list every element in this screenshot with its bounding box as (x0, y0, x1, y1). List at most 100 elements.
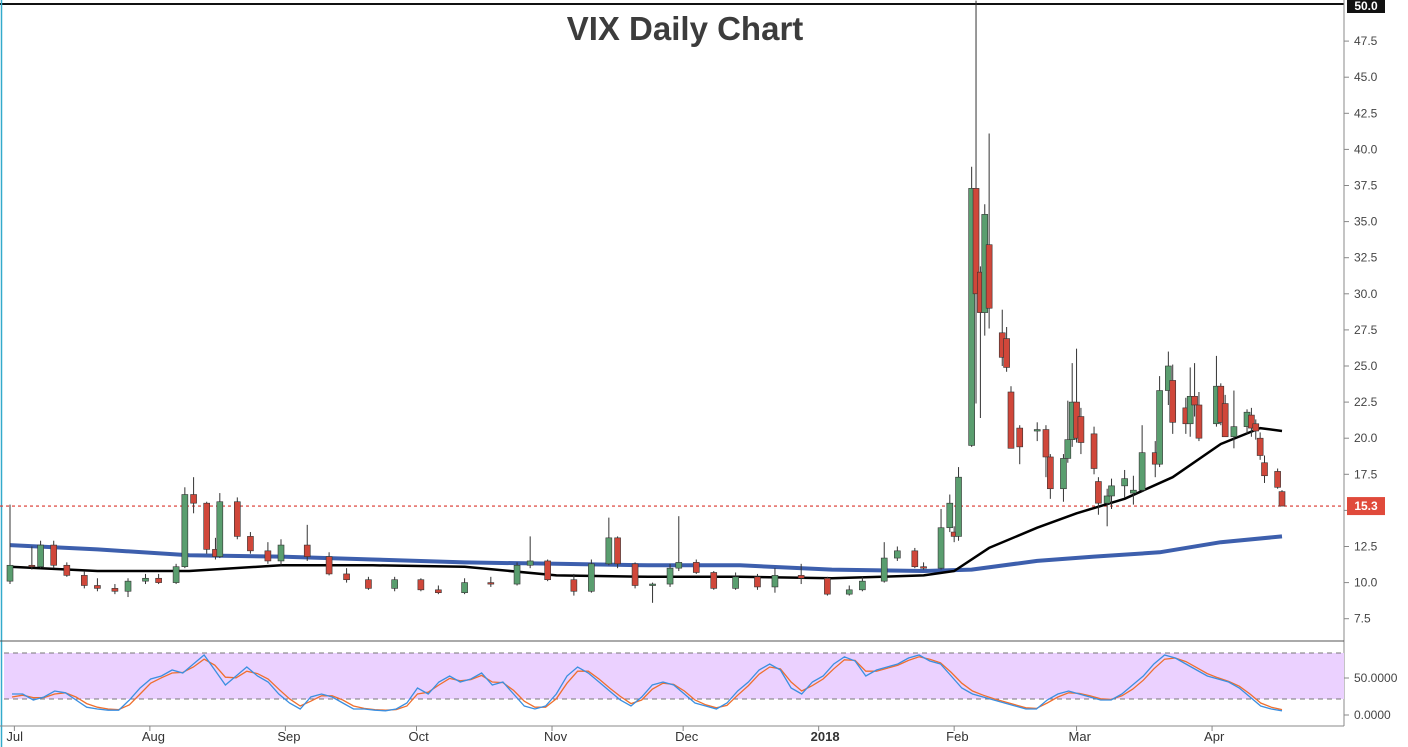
candle (1095, 477, 1102, 515)
candle (771, 568, 779, 593)
candle-body-up (732, 576, 739, 589)
top-price-badge-label: 50.0 (1354, 0, 1378, 13)
candle-body-down (365, 579, 372, 589)
candle (588, 559, 595, 593)
candle (631, 562, 639, 589)
candle (1195, 391, 1203, 442)
candle (1165, 351, 1172, 405)
candle (63, 562, 71, 577)
candlestick-layer (6, 0, 1286, 603)
candle-body-down (1003, 338, 1010, 368)
candle-body-down (1090, 433, 1098, 469)
candle-body-up (513, 564, 521, 585)
candle (570, 573, 578, 596)
price-tick-label: 7.5 (1354, 612, 1371, 626)
candle (37, 540, 44, 569)
candle-body-down (1261, 462, 1268, 477)
long-moving-average-line (9, 534, 1283, 573)
candle (1042, 425, 1050, 478)
candle-body-up (968, 188, 975, 446)
time-tick-label: Mar (1069, 729, 1092, 744)
candle-body-down (797, 575, 805, 579)
candle-body-down (1221, 403, 1229, 438)
candle-body-up (894, 550, 901, 559)
candle (732, 572, 739, 590)
candle (946, 494, 954, 533)
price-tick-label: 27.5 (1354, 323, 1378, 337)
price-tick-label: 30.0 (1354, 287, 1378, 301)
candle-body-down (190, 494, 197, 504)
candle (911, 547, 919, 569)
short-moving-average-line (9, 426, 1283, 580)
candle (325, 552, 333, 576)
candle (797, 563, 805, 585)
candle-body-down (1248, 414, 1255, 429)
candle (1121, 469, 1128, 498)
candle-body-up (391, 579, 398, 589)
candle (544, 559, 551, 582)
candle (754, 573, 761, 590)
candle-body-up (946, 502, 954, 529)
candle-body-down (28, 564, 36, 568)
candle-body-down (247, 536, 254, 552)
candle-body-up (666, 567, 674, 585)
candle (1007, 386, 1015, 449)
candle (111, 584, 119, 595)
price-tick-label: 35.0 (1354, 215, 1378, 229)
candle (247, 532, 254, 554)
candle (6, 504, 14, 585)
candle (649, 582, 656, 603)
time-tick-label: Sep (277, 729, 300, 744)
candle (124, 578, 132, 598)
candle (526, 536, 534, 569)
candle-body-down (303, 544, 311, 557)
candle-body-up (605, 537, 613, 565)
candle-body-down (81, 575, 88, 586)
candle (487, 576, 495, 587)
candle-body-down (417, 579, 425, 591)
candle-body-up (277, 544, 285, 562)
candle-body-down (1077, 416, 1085, 443)
candle (142, 573, 149, 585)
candle-body-down (544, 560, 551, 581)
oscillator-slow-line (11, 656, 1283, 711)
candle-body-down (203, 502, 211, 550)
candle (920, 562, 927, 570)
candle (365, 576, 372, 590)
candle (50, 540, 58, 569)
candle-body-up (1060, 458, 1067, 490)
candle (264, 542, 272, 564)
candle (845, 585, 853, 596)
time-tick-label: Dec (675, 729, 699, 744)
oscillator-tick-label: 50.0000 (1354, 671, 1398, 685)
axis-layer: 7.510.012.515.017.520.022.525.027.530.03… (6, 0, 1385, 744)
candle (666, 563, 674, 587)
candle-body-down (1252, 423, 1260, 432)
candle (1256, 432, 1264, 460)
candle (972, 0, 980, 404)
candle-body-up (6, 564, 14, 582)
candle-body-down (754, 576, 761, 588)
price-tick-label: 22.5 (1354, 395, 1378, 409)
price-tick-label: 40.0 (1354, 142, 1378, 156)
candle-body-up (37, 544, 44, 568)
candle-body-up (1130, 489, 1137, 494)
candle (1103, 488, 1111, 527)
candle-body-up (771, 575, 779, 588)
candle (614, 536, 621, 569)
candle-body-up (124, 580, 132, 592)
candle-body-down (1042, 429, 1050, 458)
candle (181, 487, 189, 569)
candle (955, 467, 962, 541)
candle-body-up (172, 566, 180, 583)
candle (968, 166, 975, 447)
candle (303, 524, 311, 561)
candle (1077, 407, 1085, 455)
candle-body-up (1186, 396, 1194, 425)
time-tick-label: Feb (946, 729, 968, 744)
price-tick-label: 25.0 (1354, 359, 1378, 373)
top-price-badge-bg (1347, 0, 1385, 13)
time-tick-label: Jul (6, 729, 23, 744)
candle (1047, 454, 1054, 499)
